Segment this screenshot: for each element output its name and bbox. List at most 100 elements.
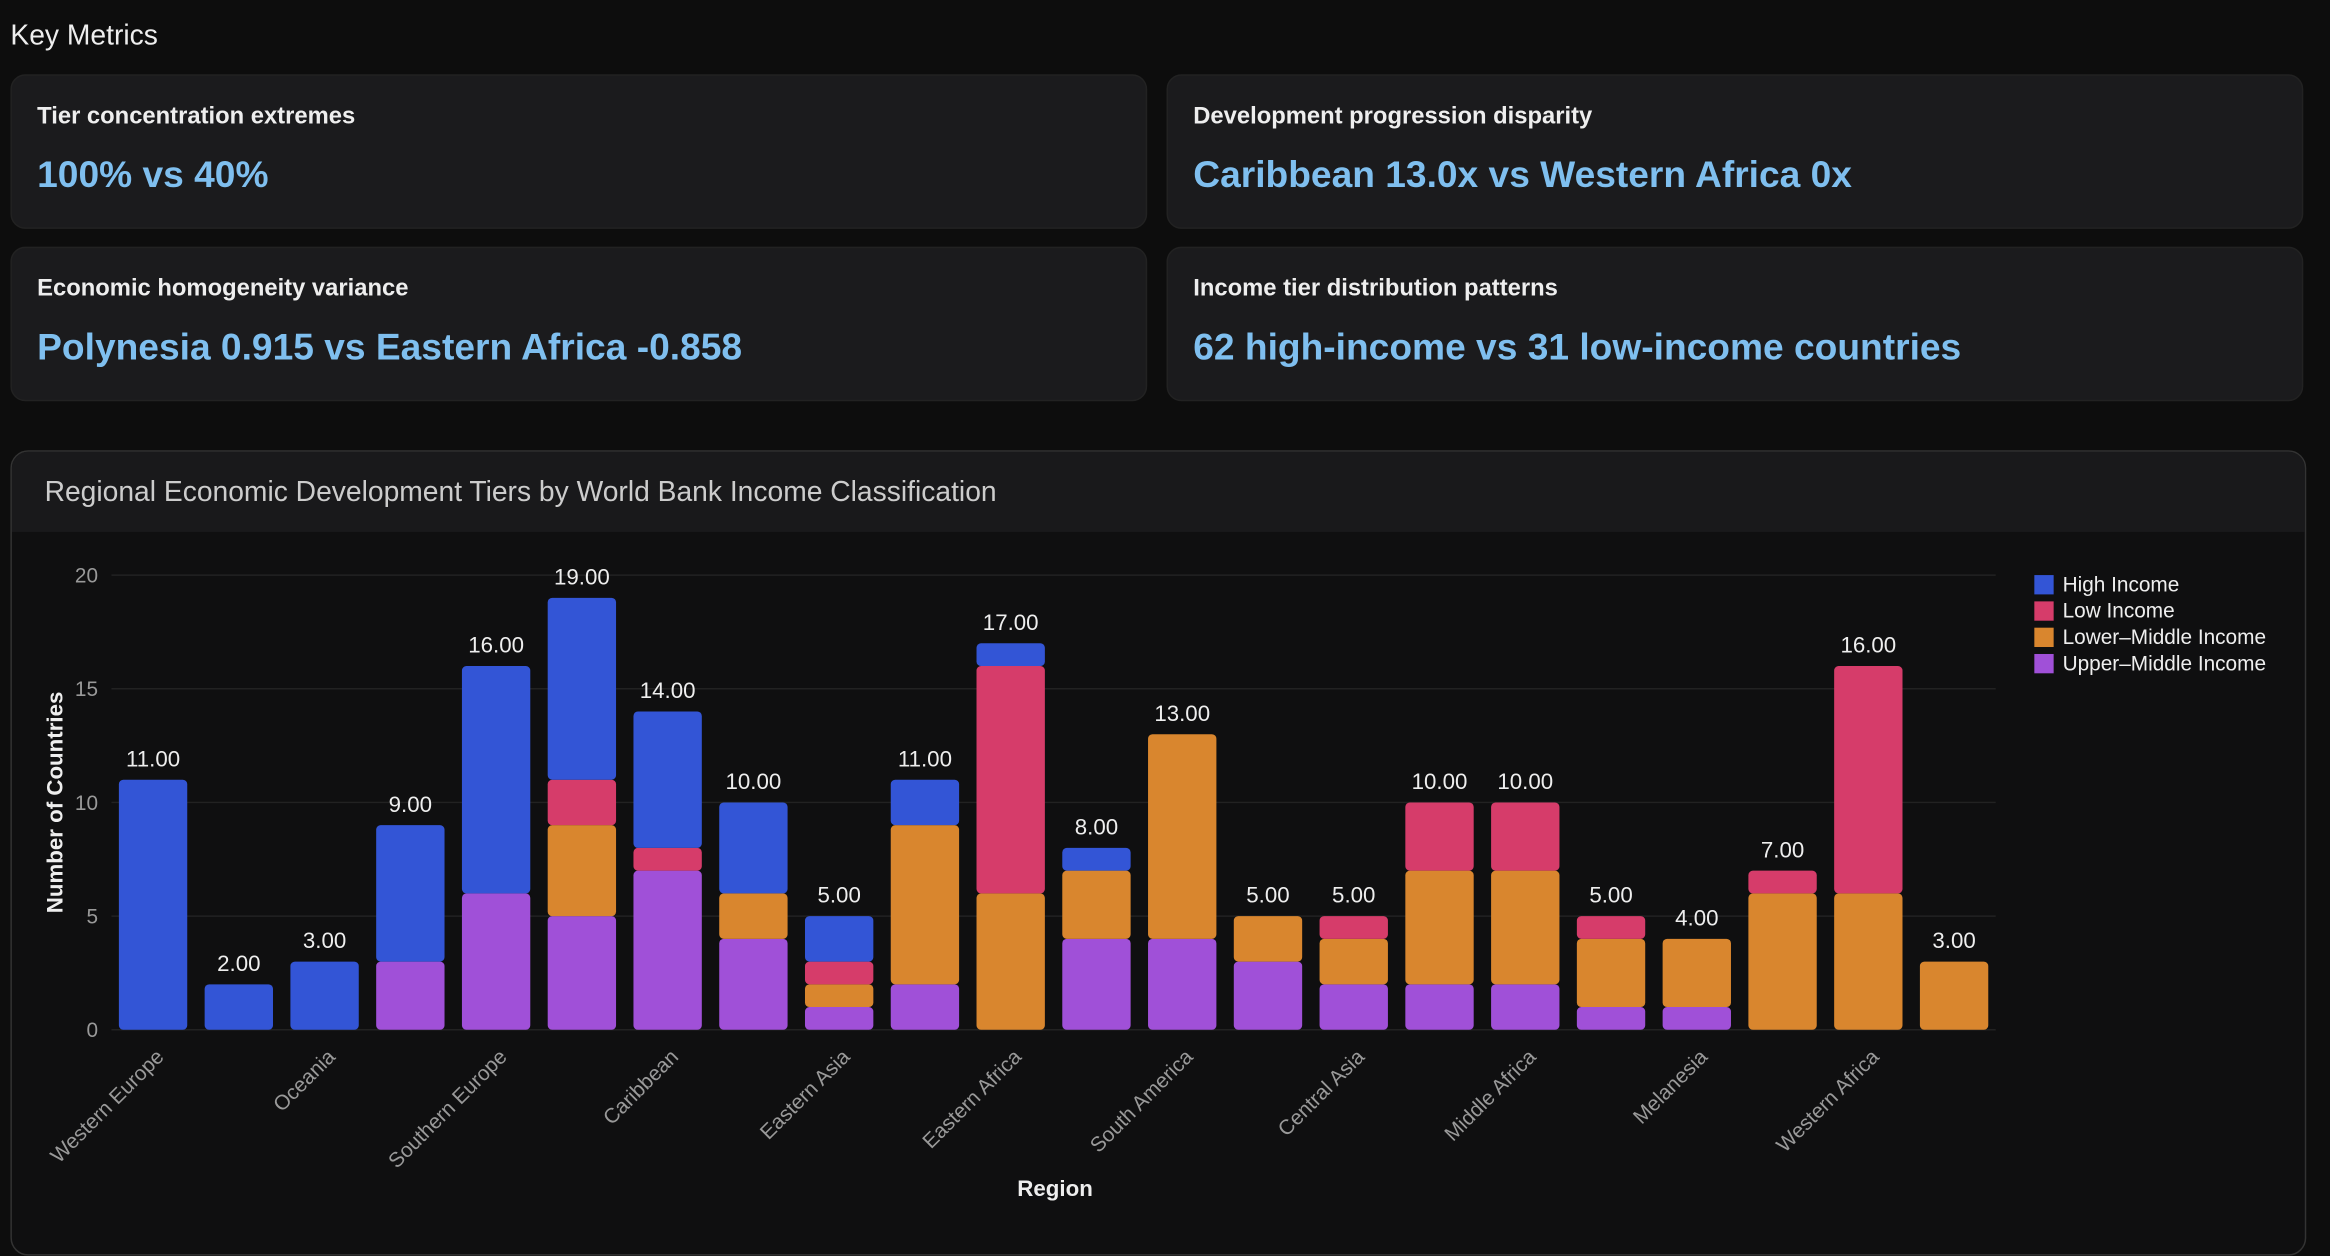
x-tick-label: Eastern Africa: [918, 1045, 1026, 1153]
bar-segment: [1319, 984, 1388, 1030]
bar-segment: [1491, 870, 1560, 985]
total-label: 11.00: [898, 746, 952, 771]
y-tick-label: 20: [75, 565, 98, 588]
y-axis-title: Number of Countries: [42, 692, 67, 914]
x-tick-label: Middle Africa: [1440, 1045, 1541, 1146]
y-tick-label: 5: [86, 906, 98, 929]
bar-segment: [461, 893, 531, 1030]
bar-segment: [804, 1007, 874, 1030]
bar-segment: [1576, 938, 1646, 1008]
bar-segment: [290, 961, 359, 1030]
bar-segment: [1233, 961, 1303, 1030]
bar-segment: [376, 825, 445, 962]
chart-header: [11, 451, 2305, 532]
bar-segment: [1405, 870, 1474, 985]
x-tick-label: Oceania: [269, 1045, 340, 1116]
bar-segment: [1062, 847, 1131, 871]
dashboard: Key Metrics Tier concentration extremes 1…: [10, 21, 2307, 1256]
bar-segment: [719, 893, 788, 939]
bar-segment: [1919, 961, 1989, 1030]
bar-segment: [547, 597, 617, 780]
bar-segment: [1662, 1007, 1731, 1030]
bar-segment: [804, 961, 874, 985]
bar-segment: [976, 643, 1045, 667]
metric-card: Economic homogeneity variance Polynesia 0…: [10, 246, 1148, 402]
x-tick-label: Western Africa: [1772, 1045, 1884, 1157]
x-tick-label: Caribbean: [599, 1045, 683, 1129]
y-tick-label: 15: [75, 678, 98, 701]
x-tick-label: Central Asia: [1274, 1045, 1370, 1141]
bar-segment: [1748, 870, 1817, 894]
total-label: 10.00: [1497, 769, 1553, 794]
bar-segment: [118, 779, 188, 1030]
chart-title: Regional Economic Development Tiers by W…: [44, 477, 997, 509]
x-tick-label: South America: [1086, 1045, 1198, 1157]
bar-segment: [547, 825, 617, 917]
bar-segment: [1576, 1007, 1646, 1030]
metric-card: Development progression disparity Caribbe…: [1166, 74, 2304, 229]
metric-label: Development progression disparity: [1193, 104, 1593, 130]
bar-segment: [890, 825, 960, 985]
bar-segment: [1834, 666, 1903, 894]
legend-label: High Income: [2063, 573, 2180, 596]
total-label: 11.00: [126, 746, 180, 771]
bar-segment: [804, 916, 874, 962]
bar-segment: [890, 779, 960, 826]
legend-swatch: [2034, 627, 2054, 648]
total-label: 16.00: [1840, 633, 1896, 658]
bar-segment: [204, 984, 273, 1030]
metric-value: 100% vs 40%: [37, 154, 269, 197]
y-tick-label: 10: [75, 792, 98, 815]
bar-segment: [376, 961, 445, 1030]
x-tick-label: Melanesia: [1629, 1045, 1713, 1129]
bar-segment: [1576, 916, 1646, 939]
bar-segment: [633, 711, 702, 848]
metric-card: Tier concentration extremes 100% vs 40%: [10, 74, 1148, 229]
total-label: 5.00: [1332, 883, 1375, 908]
metric-label: Economic homogeneity variance: [37, 276, 409, 302]
legend-label: Low Income: [2063, 600, 2175, 623]
total-label: 10.00: [1412, 769, 1468, 794]
total-label: 14.00: [640, 678, 696, 703]
bar-segment: [547, 916, 617, 1030]
bar-segment: [1834, 893, 1903, 1030]
bar-segment: [461, 666, 531, 894]
bar-segment: [719, 938, 788, 1030]
bar-segment: [1405, 802, 1474, 871]
bar-segment: [1405, 984, 1474, 1030]
bar-segment: [1491, 984, 1560, 1030]
bar-segment: [1148, 938, 1217, 1030]
total-label: 13.00: [1154, 701, 1210, 726]
bar-segment: [976, 893, 1045, 1030]
x-tick-label: Eastern Asia: [756, 1045, 855, 1144]
y-tick-label: 0: [86, 1019, 98, 1042]
total-label: 5.00: [1246, 883, 1289, 908]
bar-segment: [1319, 938, 1388, 985]
total-label: 2.00: [217, 951, 260, 976]
total-label: 3.00: [303, 928, 346, 953]
total-label: 19.00: [554, 564, 610, 589]
total-label: 9.00: [389, 792, 432, 817]
legend-label: Lower–Middle Income: [2063, 626, 2266, 649]
bar-segment: [1319, 916, 1388, 939]
total-label: 16.00: [468, 633, 524, 658]
bar-segment: [719, 802, 788, 894]
legend-swatch: [2034, 653, 2054, 674]
total-label: 5.00: [817, 883, 860, 908]
bar-segment: [1491, 802, 1560, 871]
metric-card: Income tier distribution patterns 62 high…: [1166, 246, 2304, 402]
total-label: 4.00: [1675, 905, 1718, 930]
bar-segment: [1748, 893, 1817, 1030]
x-tick-label: Southern Europe: [384, 1045, 511, 1172]
bar-segment: [1233, 916, 1303, 962]
total-label: 3.00: [1932, 928, 1975, 953]
metric-value: 62 high-income vs 31 low-income countrie…: [1193, 326, 1962, 369]
bar-segment: [633, 870, 702, 1030]
bar-segment: [1662, 938, 1731, 1008]
bar-segment: [804, 984, 874, 1008]
total-label: 10.00: [726, 769, 782, 794]
legend-swatch: [2034, 575, 2054, 595]
metric-value: Caribbean 13.0x vs Western Africa 0x: [1193, 154, 1852, 197]
total-label: 17.00: [983, 610, 1039, 635]
bar-segment: [547, 779, 617, 826]
